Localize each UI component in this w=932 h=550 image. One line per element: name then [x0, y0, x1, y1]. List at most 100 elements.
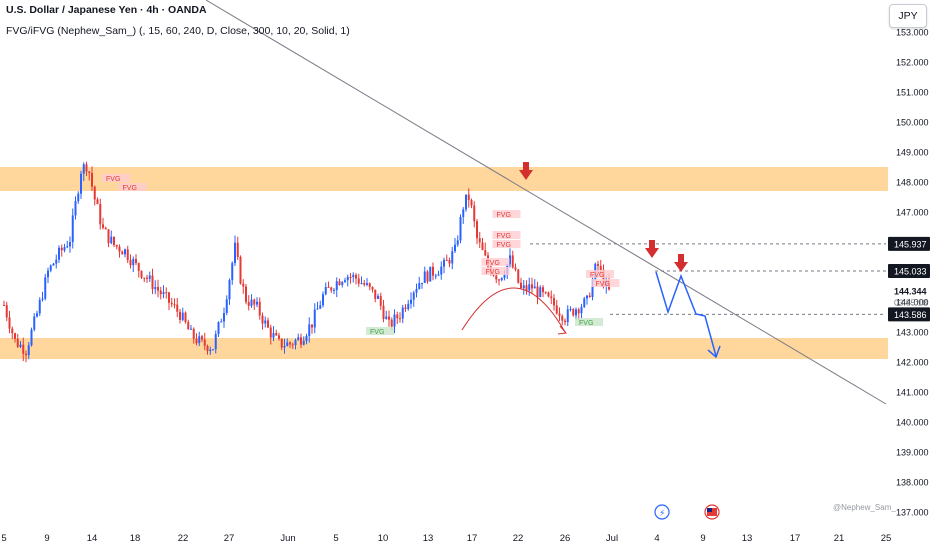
price-zone — [0, 338, 888, 359]
candle-body — [572, 308, 575, 316]
y-tick-label: 141.000 — [896, 388, 929, 398]
y-tick-label: 140.000 — [896, 418, 929, 428]
candle-body — [129, 260, 132, 266]
x-tick-label: 13 — [742, 533, 753, 544]
candle-body — [27, 345, 30, 356]
flash-event-icon — [654, 504, 670, 520]
candle-body — [236, 242, 239, 257]
candle-body — [503, 274, 506, 278]
candle-body — [289, 342, 291, 345]
candle-body — [258, 301, 261, 316]
candle-body — [203, 339, 206, 346]
candle-body — [63, 247, 66, 251]
candle-body — [209, 349, 212, 352]
candle-body — [426, 271, 429, 282]
candle-body — [379, 295, 382, 306]
candle-body — [533, 286, 536, 289]
candle-body — [291, 344, 294, 346]
candle-body — [322, 294, 324, 306]
candle-body — [308, 324, 311, 337]
candle-body — [511, 255, 514, 268]
candle-body — [179, 311, 181, 321]
price-tag-1-bg — [888, 264, 930, 279]
fvg-box — [118, 183, 147, 191]
down-arrow-1-shaft — [523, 162, 529, 171]
currency-button[interactable]: JPY — [889, 4, 927, 28]
candle-body — [267, 320, 269, 328]
price-tag-1-text: 145.033 — [894, 267, 927, 277]
candle-body — [214, 333, 217, 350]
candle-body — [555, 305, 558, 314]
x-tick-label: 5 — [1, 533, 6, 544]
candle-body — [201, 336, 203, 340]
time-axis: 5 9 14 18 22 27 Jun 5 10 13 17 22 26 Jul 4 9 13 17 21 25 — [1, 533, 891, 544]
candle-body — [316, 308, 319, 310]
candle-body — [44, 277, 47, 299]
fvg-box — [366, 327, 394, 335]
down-arrow-2-shaft — [649, 240, 655, 249]
candle-body — [223, 313, 225, 322]
candle-body — [498, 279, 500, 281]
candle-body — [481, 242, 484, 250]
candle-body — [335, 281, 338, 290]
candle-body — [280, 338, 283, 348]
candle-body — [176, 304, 179, 312]
candle-body — [377, 295, 379, 299]
candle-body — [192, 328, 195, 339]
candle-body — [360, 283, 363, 285]
candle-body — [575, 309, 577, 316]
candle-body — [558, 313, 561, 316]
candle-body — [517, 269, 520, 283]
candle-body — [462, 209, 465, 217]
candle-body — [225, 299, 228, 314]
candle-body — [234, 242, 236, 264]
candle-body — [137, 263, 140, 271]
x-tick-label: Jun — [280, 533, 295, 544]
candle-body — [159, 290, 162, 295]
fvg-box — [492, 240, 521, 248]
down-arrow-3-shaft — [678, 254, 684, 263]
candle-body — [531, 284, 533, 289]
candlestick-series — [3, 161, 610, 363]
candle-body — [278, 335, 280, 339]
candle-body — [272, 333, 275, 338]
candle-body — [286, 342, 289, 347]
candle-body — [418, 283, 421, 290]
y-tick-label: 143.000 — [896, 328, 929, 338]
down-arrow-2-head — [645, 248, 659, 258]
candle-body — [429, 266, 432, 282]
candle-body — [143, 277, 146, 279]
candle-body — [525, 285, 528, 291]
candle-body — [107, 229, 110, 244]
x-tick-label: 27 — [224, 533, 235, 544]
candle-body — [470, 200, 473, 206]
candle-body — [11, 328, 14, 334]
y-tick-label: 144.000 — [896, 298, 929, 308]
y-tick-label: 138.000 — [896, 478, 929, 488]
candle-body — [60, 247, 63, 251]
candle-body — [520, 282, 522, 289]
candle-body — [181, 312, 184, 321]
candle-body — [421, 282, 423, 284]
candle-body — [553, 298, 555, 306]
x-tick-label: 21 — [834, 533, 845, 544]
candle-body — [561, 315, 564, 321]
candle-body — [586, 295, 588, 299]
fvg-label: FVG — [370, 329, 384, 336]
candle-body — [443, 259, 445, 267]
candle-body — [82, 164, 85, 174]
candle-body — [170, 302, 173, 305]
indicator-label[interactable]: FVG/iFVG (Nephew_Sam_) (, 15, 60, 240, D… — [6, 25, 350, 37]
candle-body — [300, 337, 302, 345]
supply-demand-zones — [0, 167, 888, 359]
fvg-box — [586, 270, 614, 278]
candle-body — [355, 274, 357, 279]
candle-body — [401, 307, 404, 319]
candle-body — [327, 286, 330, 288]
candle-body — [344, 280, 346, 283]
candle-body — [8, 317, 11, 329]
candle-body — [566, 309, 569, 323]
candle-body — [341, 282, 344, 286]
candle-body — [542, 287, 544, 293]
